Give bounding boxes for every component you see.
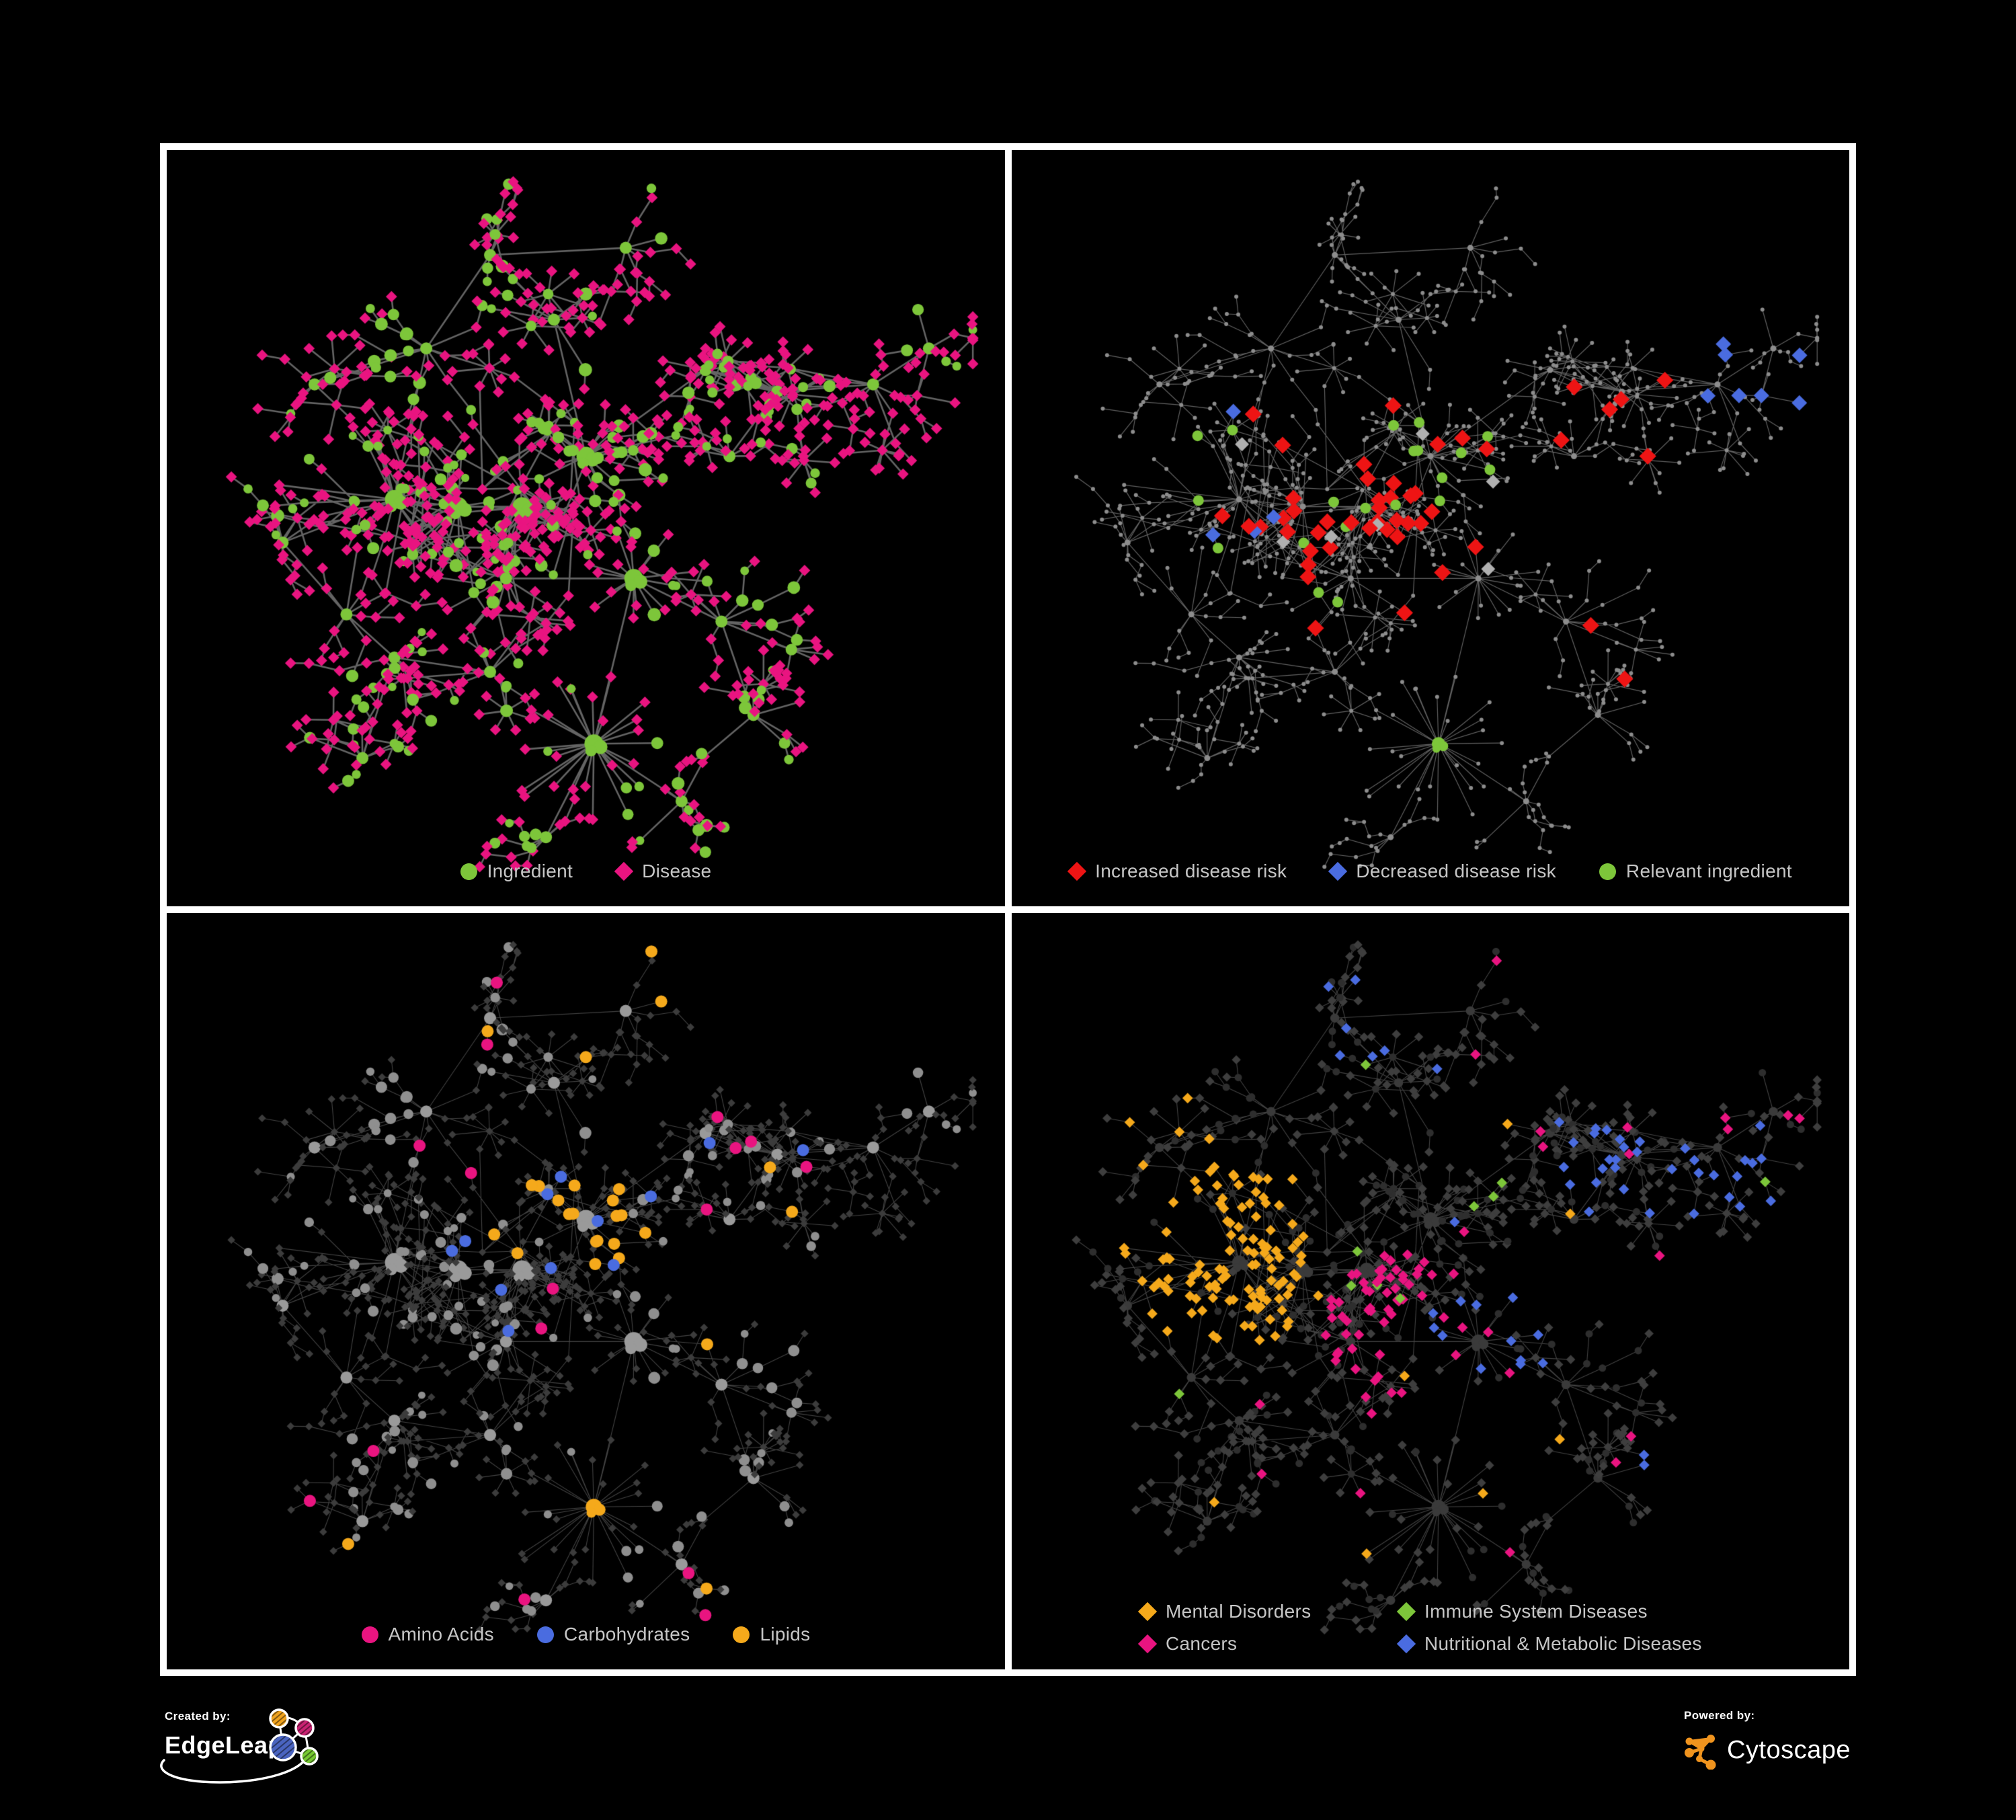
cytoscape-logo-text: Cytoscape <box>1727 1735 1851 1764</box>
legend-label: Amino Acids <box>388 1624 494 1645</box>
cytoscape-logo-icon <box>1685 1735 1716 1770</box>
edgeleap-logo-text: EdgeLeap <box>165 1731 284 1759</box>
legend-disease-risk: Increased disease risk Decreased disease … <box>1012 861 1849 882</box>
legend-nutrient-classes: Amino Acids Carbohydrates Lipids <box>167 1624 1005 1645</box>
legend-item-immune-system-diseases: Immune System Diseases <box>1396 1601 1702 1622</box>
created-by-block: Created by: EdgeLeap <box>165 1710 283 1759</box>
circle-swatch <box>733 1626 750 1643</box>
panel-disease-classes: Mental Disorders Immune System Diseases Ca… <box>1005 906 1856 1676</box>
circle-swatch <box>361 1626 378 1643</box>
legend-item-disease: Disease <box>614 861 712 882</box>
ingredient-disease-network <box>167 150 1005 906</box>
powered-by-label: Powered by: <box>1684 1709 1755 1722</box>
legend-item-mental-disorders: Mental Disorders <box>1137 1601 1398 1622</box>
circle-swatch <box>536 1626 554 1643</box>
legend-label: Lipids <box>760 1624 811 1645</box>
circle-swatch <box>460 863 477 880</box>
legend-item-increased-disease-risk: Increased disease risk <box>1067 861 1287 882</box>
legend-item-cancers: Cancers <box>1137 1633 1398 1655</box>
diamond-swatch <box>1396 1601 1416 1622</box>
legend-label: Increased disease risk <box>1095 861 1287 881</box>
legend-item-nutritional-metabolic-diseases: Nutritional & Metabolic Diseases <box>1396 1633 1702 1655</box>
diamond-swatch <box>1396 1634 1416 1654</box>
legend-item-amino-acids: Amino Acids <box>361 1624 494 1645</box>
legend-label: Mental Disorders <box>1166 1601 1312 1622</box>
created-by-label: Created by: <box>165 1710 231 1723</box>
disease-classes-network <box>1012 913 1849 1669</box>
legend-ingredient-disease: Ingredient Disease <box>167 861 1005 882</box>
legend-label: Ingredient <box>487 861 573 881</box>
circle-swatch <box>1599 863 1616 880</box>
diamond-swatch <box>614 861 634 881</box>
legend-label: Cancers <box>1166 1633 1238 1654</box>
diamond-swatch <box>1067 861 1087 881</box>
legend-label: Nutritional & Metabolic Diseases <box>1424 1633 1702 1654</box>
legend-item-decreased-disease-risk: Decreased disease risk <box>1328 861 1556 882</box>
legend-item-relevant-ingredient: Relevant ingredient <box>1599 861 1792 882</box>
panel-ingredient-disease: Ingredient Disease <box>160 143 1012 913</box>
diamond-swatch <box>1137 1634 1158 1654</box>
diamond-swatch <box>1328 861 1348 881</box>
legend-label: Relevant ingredient <box>1625 861 1792 881</box>
disease-risk-network <box>1012 150 1849 906</box>
legend-item-ingredient: Ingredient <box>460 861 573 882</box>
legend-disease-classes: Mental Disorders Immune System Diseases Ca… <box>1012 1601 1849 1655</box>
panel-disease-risk: Increased disease risk Decreased disease … <box>1005 143 1856 913</box>
legend-label: Disease <box>642 861 712 881</box>
legend-item-lipids: Lipids <box>733 1624 810 1645</box>
panel-nutrient-classes: Amino Acids Carbohydrates Lipids <box>160 906 1012 1676</box>
legend-item-carbohydrates: Carbohydrates <box>536 1624 690 1645</box>
nutrient-classes-network <box>167 913 1005 1669</box>
legend-label: Carbohydrates <box>563 1624 690 1645</box>
legend-label: Immune System Diseases <box>1424 1601 1648 1622</box>
diamond-swatch <box>1137 1601 1158 1622</box>
legend-label: Decreased disease risk <box>1356 861 1556 881</box>
powered-by-block: Powered by: Cytoscape <box>1684 1709 1851 1770</box>
